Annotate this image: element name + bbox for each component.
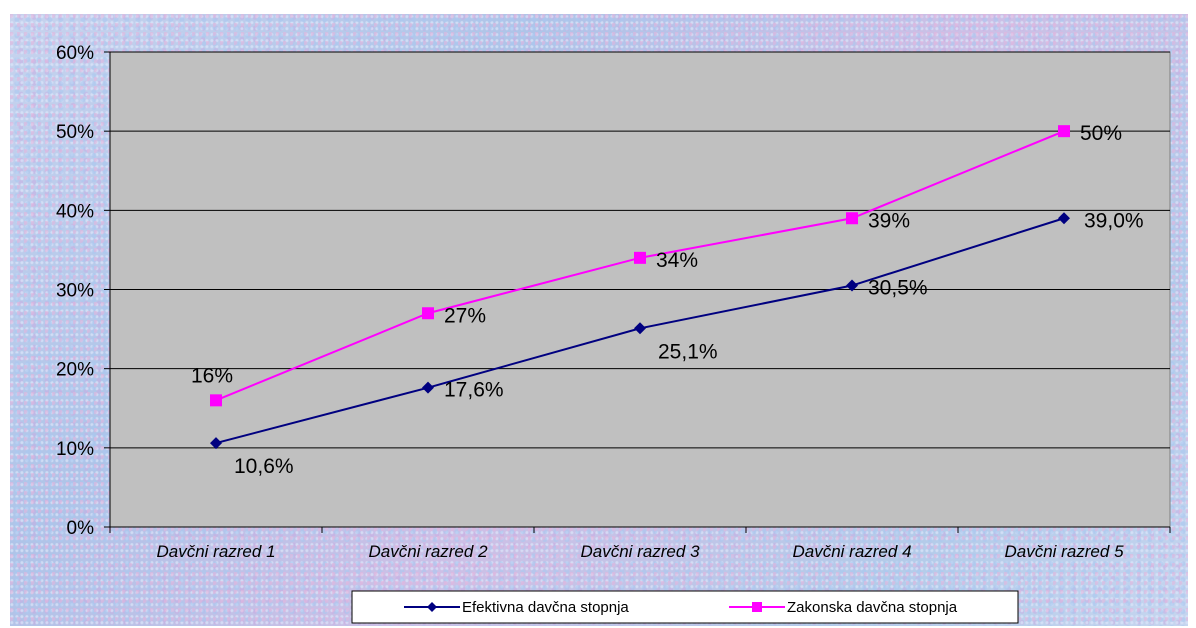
y-tick-label: 60% <box>56 43 94 64</box>
data-label: 10,6% <box>234 455 294 478</box>
data-label: 25,1% <box>658 340 718 363</box>
data-label: 27% <box>444 304 486 327</box>
legend: Efektivna davčna stopnja Zakonska davčna … <box>351 590 1019 624</box>
data-label: 16% <box>191 364 233 387</box>
data-point <box>1058 125 1070 138</box>
data-point <box>422 381 434 394</box>
x-tick-label: Davčni razred 5 <box>1004 542 1124 561</box>
y-tick-label: 10% <box>56 439 94 460</box>
legend-marker <box>427 602 437 612</box>
data-point <box>846 212 858 225</box>
axes <box>104 51 1171 533</box>
data-point <box>634 251 646 264</box>
data-labels: 16% 27% 34% 39% 50% 10,6% 17,6% 25,1% 30,5% 39,0% <box>191 122 1144 478</box>
data-point <box>634 322 646 335</box>
data-label: 30,5% <box>868 277 928 300</box>
y-tick-label: 40% <box>56 201 94 222</box>
x-tick-label: Davčni razred 4 <box>792 542 911 561</box>
legend-marker <box>752 602 762 612</box>
data-label: 39,0% <box>1084 209 1144 232</box>
x-tick-label: Davčni razred 2 <box>368 542 488 561</box>
series-layer <box>210 125 1070 450</box>
data-point <box>846 279 858 292</box>
y-tick-label: 20% <box>56 360 94 381</box>
x-tick-label: Davčni razred 3 <box>580 542 700 561</box>
data-point <box>210 394 222 407</box>
y-tick-label: 50% <box>56 122 94 143</box>
legend-box <box>351 590 1019 624</box>
y-tick-label: 30% <box>56 281 94 302</box>
legend-label: Efektivna davčna stopnja <box>462 599 629 616</box>
data-point <box>1058 212 1070 225</box>
data-point <box>210 437 222 450</box>
data-label: 50% <box>1080 122 1122 145</box>
data-label: 34% <box>656 249 698 272</box>
y-tick-label: 0% <box>67 518 95 539</box>
x-tick-labels: Davčni razred 1 Davčni razred 2 Davčni raz… <box>156 542 1124 561</box>
legend-label: Zakonska davčna stopnja <box>787 599 958 616</box>
data-point <box>422 307 434 320</box>
data-label: 17,6% <box>444 379 504 402</box>
x-tick-label: Davčni razred 1 <box>156 542 275 561</box>
gridlines <box>110 51 1170 449</box>
y-tick-labels: 0% 10% 20% 30% 40% 50% 60% <box>56 43 94 539</box>
data-label: 39% <box>868 209 910 232</box>
